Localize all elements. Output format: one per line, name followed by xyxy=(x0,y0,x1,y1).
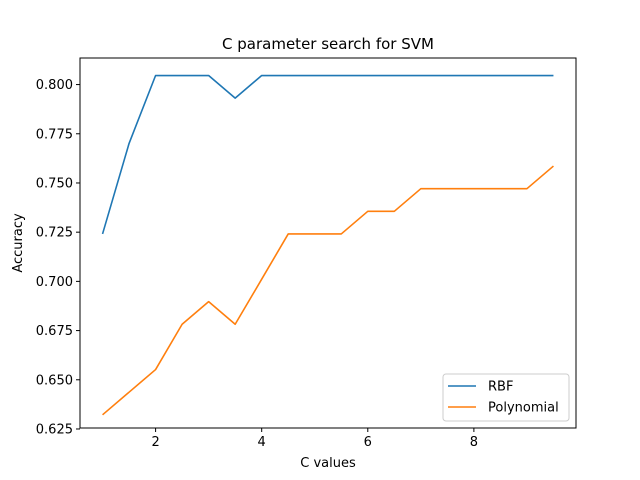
y-tick-label: 0.650 xyxy=(36,373,73,388)
y-axis-label: Accuracy xyxy=(11,213,26,273)
series-line-rbf xyxy=(101,74,554,235)
x-axis-label: C values xyxy=(300,456,356,471)
legend: RBF Polynomial xyxy=(442,373,570,422)
y-tick-label: 0.725 xyxy=(36,226,73,241)
plot-frame xyxy=(79,57,577,429)
x-axis: 2 4 6 8 xyxy=(151,428,478,450)
y-axis: 0.625 0.650 0.675 0.700 0.725 0.750 0.775 0.800 xyxy=(36,78,80,437)
y-tick-label: 0.675 xyxy=(36,324,73,339)
legend-label: RBF xyxy=(488,380,513,395)
x-tick-label: 8 xyxy=(470,435,478,450)
y-tick-label: 0.700 xyxy=(36,275,73,290)
y-tick-label: 0.775 xyxy=(36,127,73,142)
series-lines xyxy=(101,74,554,416)
legend-label: Polynomial xyxy=(488,401,559,416)
x-tick-label: 4 xyxy=(258,435,266,450)
x-tick-label: 2 xyxy=(151,435,159,450)
series-line-polynomial xyxy=(102,165,554,416)
y-tick-label: 0.750 xyxy=(36,176,73,191)
x-tick-label: 6 xyxy=(364,435,372,450)
y-tick-label: 0.800 xyxy=(36,78,73,93)
plot-area xyxy=(79,57,577,429)
chart-title: C parameter search for SVM xyxy=(222,35,434,53)
y-tick-label: 0.625 xyxy=(36,422,73,437)
